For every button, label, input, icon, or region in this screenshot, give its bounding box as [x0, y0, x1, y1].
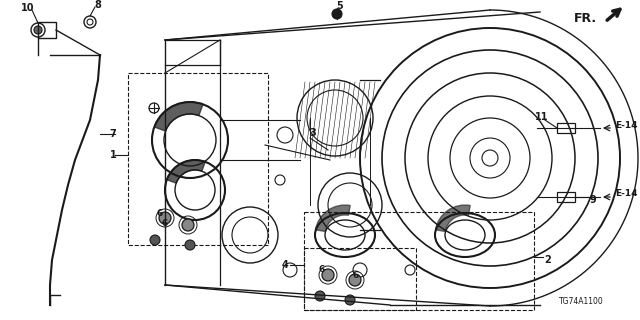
Text: TG74A1100: TG74A1100: [559, 297, 604, 306]
Text: 9: 9: [589, 195, 596, 205]
Bar: [128, 73, 268, 245]
Bar: [304, 248, 416, 310]
Circle shape: [182, 219, 194, 231]
Text: 11: 11: [535, 112, 548, 122]
Bar: [304, 212, 534, 310]
Circle shape: [332, 9, 342, 19]
Text: 1: 1: [109, 150, 116, 160]
Circle shape: [345, 295, 355, 305]
Text: 3: 3: [310, 128, 316, 138]
Bar: [557, 123, 575, 133]
Text: 2: 2: [545, 255, 552, 265]
Text: FR.: FR.: [574, 12, 597, 25]
Text: 6: 6: [162, 220, 168, 228]
Wedge shape: [316, 205, 350, 232]
Bar: [38, 22, 56, 38]
Circle shape: [349, 274, 361, 286]
Wedge shape: [154, 102, 203, 131]
Text: E-14: E-14: [615, 121, 637, 130]
Text: 5: 5: [337, 1, 344, 11]
Wedge shape: [167, 160, 205, 183]
Text: 8: 8: [95, 0, 101, 10]
Text: 6: 6: [353, 270, 359, 279]
Circle shape: [315, 291, 325, 301]
Text: 10: 10: [21, 3, 35, 13]
Circle shape: [159, 212, 171, 224]
Bar: [557, 192, 575, 202]
Circle shape: [185, 240, 195, 250]
Text: 7: 7: [109, 129, 116, 139]
Text: E-14: E-14: [615, 188, 637, 197]
Circle shape: [322, 269, 334, 281]
Circle shape: [150, 235, 160, 245]
Text: 4: 4: [282, 260, 289, 270]
Wedge shape: [435, 205, 470, 232]
Circle shape: [34, 26, 42, 34]
Text: 6: 6: [157, 209, 163, 218]
Text: 6: 6: [319, 266, 325, 275]
